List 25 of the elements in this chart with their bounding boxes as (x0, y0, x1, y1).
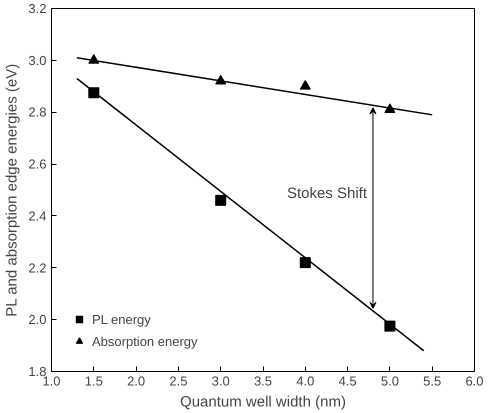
y-tick-label: 3.2 (28, 1, 47, 16)
x-tick-label: 5.0 (380, 374, 399, 388)
point (300, 80, 311, 90)
y-tick-label: 3.0 (28, 52, 47, 68)
x-tick-label: 4.5 (338, 374, 357, 388)
x-tick-label: 1.5 (84, 374, 103, 388)
legend-label: PL energy (92, 312, 151, 326)
y-tick-label: 2.8 (28, 104, 47, 120)
y-axis-title: PL and absorption edge energies (eV) (3, 64, 20, 317)
y-tick-label: 2.0 (28, 312, 47, 328)
x-tick-label: 6.0 (465, 374, 484, 388)
x-tick-label: 3.0 (212, 374, 230, 388)
y-tick-label: 2.2 (28, 260, 47, 276)
x-tick-label: 2.5 (169, 374, 188, 388)
legend-label: Absorption energy (92, 334, 198, 348)
y-tick-label: 2.4 (28, 208, 47, 224)
x-tick-label: 3.5 (254, 374, 272, 388)
x-axis-title: Quantum well width (nm) (180, 394, 346, 410)
x-tick-label: 5.5 (423, 374, 442, 388)
x-tick-label: 4.0 (296, 374, 314, 388)
x-tick-label: 2.0 (127, 374, 146, 388)
y-tick-label: 2.6 (28, 156, 47, 172)
point (300, 257, 311, 268)
point (215, 194, 226, 206)
annotation: Stokes Shift (286, 185, 368, 202)
